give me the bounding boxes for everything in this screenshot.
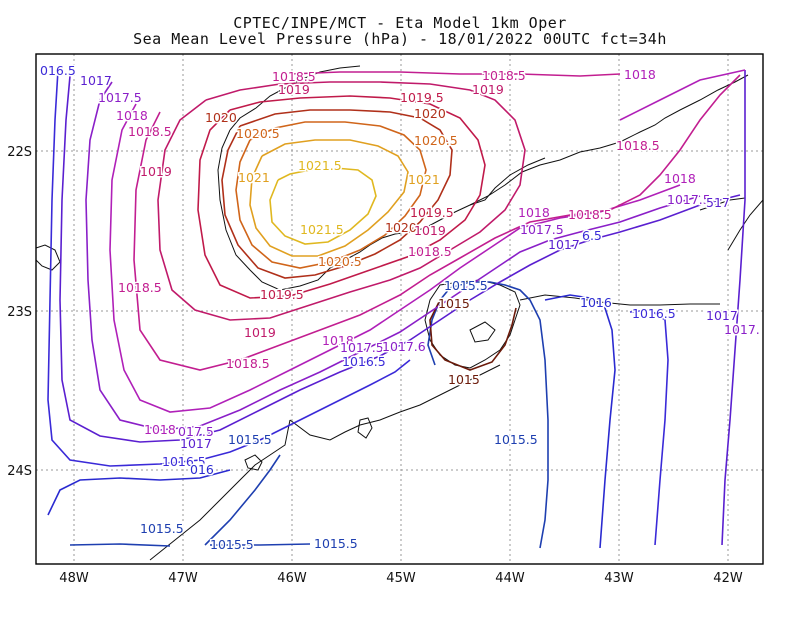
contour-label: 1017.5 [667, 192, 711, 207]
contour-label: 1017 [548, 237, 580, 252]
contour-label: 1017.5 [520, 222, 564, 237]
x-tick: 46W [277, 571, 307, 586]
contour-label: 1018 [322, 333, 354, 348]
contour-label: 1015.5 [314, 536, 358, 551]
isobar-1018 [109, 69, 746, 413]
y-tick: 23S [7, 305, 32, 320]
contour-label: 1020 [385, 220, 417, 235]
isobar-1015-5 [427, 281, 549, 549]
contour-label: 1017 [180, 436, 212, 451]
y-tick: 22S [7, 145, 32, 160]
contour-label: 1017 [80, 73, 112, 88]
contour-label: 1018.5 [118, 280, 162, 295]
contour-label: 1015.5 [444, 278, 488, 293]
contour-label: 1021 [238, 170, 270, 185]
contour-label: 1021 [408, 172, 440, 187]
contour-label: 1019.5 [400, 90, 444, 105]
contour-label: 1018 [116, 108, 148, 123]
x-tick: 42W [713, 571, 743, 586]
contour-label: 1015.5 [210, 537, 254, 552]
isobar-1016 [47, 294, 616, 549]
contour-label: 1015 [448, 372, 480, 387]
contour-label: 1020.5 [236, 126, 280, 141]
x-tick: 43W [604, 571, 634, 586]
isobar-1015-5-south [69, 454, 311, 547]
contour-label: 1018.5 [408, 244, 452, 259]
contour-label: 517 [706, 195, 730, 210]
contour-label: 6.5 [582, 228, 602, 243]
isobar-1021 [249, 139, 409, 257]
contour-label: 1018.5 [482, 68, 526, 83]
x-tick: 44W [495, 571, 525, 586]
x-tick: 47W [168, 571, 198, 586]
isobar-1020-5 [235, 121, 427, 269]
contour-label: 1018.5 [272, 69, 316, 84]
isobar-1017-5 [85, 81, 701, 431]
contour-label: 1020.5 [414, 133, 458, 148]
contour-label: 1018 [624, 67, 656, 82]
y-axis-ticks: 22S 23S 24S [7, 145, 32, 479]
contour-label: 016.5 [40, 63, 76, 78]
isobar-1019-5 [197, 95, 486, 299]
contour-label: 1018 [144, 422, 176, 437]
contour-label: 1020 [414, 106, 446, 121]
contour-label: 1018.5 [616, 138, 660, 153]
contour-label: 1016.5 [342, 354, 386, 369]
isobar-1020 [221, 109, 453, 279]
contour-label: 1019 [472, 82, 504, 97]
contour-label: 1016.5 [162, 454, 206, 469]
contour-label: 1018 [518, 205, 550, 220]
contour-label: 1015.5 [494, 432, 538, 447]
contour-label: 1019.5 [260, 287, 304, 302]
contour-label: 1016.5 [632, 306, 676, 321]
contour-label: 1020.5 [318, 254, 362, 269]
isobar-1017 [59, 70, 746, 546]
contour-label: 1017.5 [98, 90, 142, 105]
x-axis-ticks: 48W 47W 46W 45W 44W 43W 42W [59, 571, 743, 586]
contour-label: 1017. [724, 322, 760, 337]
y-tick: 24S [7, 464, 32, 479]
contour-label: 1015 [438, 296, 470, 311]
contour-label: 1017.6 [382, 339, 426, 354]
plot-frame [35, 53, 764, 565]
contour-label: 1021.5 [298, 158, 342, 173]
contour-label: 1015.5 [228, 432, 272, 447]
contour-label: 1019 [140, 164, 172, 179]
x-tick: 45W [386, 571, 416, 586]
isobar-1021-5 [269, 167, 377, 245]
contour-label: 1017.5 [340, 340, 384, 355]
contour-label: 1019 [244, 325, 276, 340]
contour-label: 1019 [414, 223, 446, 238]
contour-label: 1019 [278, 82, 310, 97]
contour-label: 1018 [664, 171, 696, 186]
map-title: CPTEC/INPE/MCT - Eta Model 1km Oper [233, 14, 567, 32]
isobar-1019 [157, 81, 526, 321]
x-tick: 48W [59, 571, 89, 586]
map-subtitle: Sea Mean Level Pressure (hPa) - 18/01/20… [133, 30, 667, 48]
contour-label: 1018.5 [226, 356, 270, 371]
contour-label: 1017 [706, 308, 738, 323]
contour-label: 1021.5 [300, 222, 344, 237]
contour-label: 016 [190, 462, 214, 477]
contour-label: 017.5 [178, 424, 214, 439]
isobars [47, 69, 746, 549]
contour-label: 1020 [205, 110, 237, 125]
contour-label: 1019.5 [410, 205, 454, 220]
contour-label: 1018.5 [128, 124, 172, 139]
contour-label: 1016 [580, 295, 612, 310]
contour-label: 1015.5 [140, 521, 184, 536]
isobar-1015 [429, 299, 517, 371]
contour-label: 1018.5 [568, 207, 612, 222]
isobar-1018-5 [133, 71, 741, 371]
isobar-1016-5 [47, 69, 669, 546]
